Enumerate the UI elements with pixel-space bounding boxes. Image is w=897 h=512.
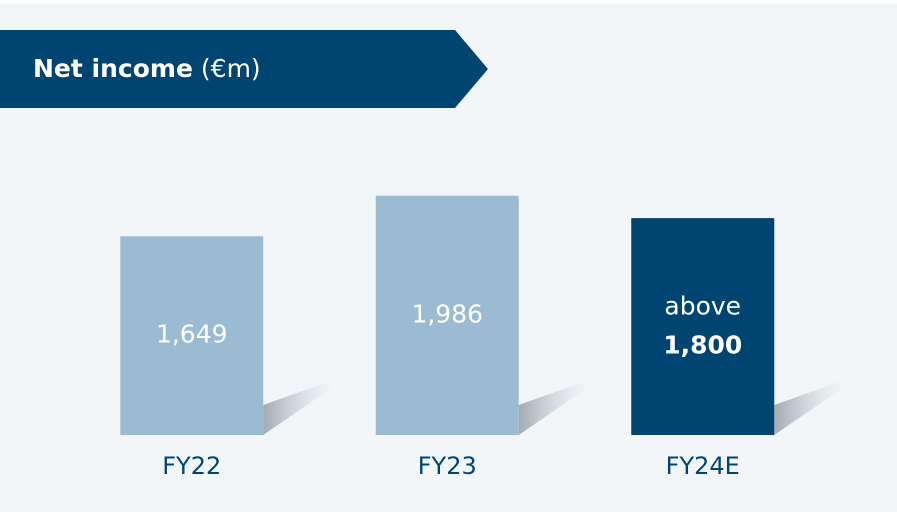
chart-title: Net income [33, 54, 193, 83]
value-label-prefix: above [664, 292, 741, 321]
bar-shadow [518, 380, 589, 435]
x-tick-label: FY23 [418, 452, 477, 480]
bar-shadow [263, 380, 334, 435]
bar-shadow [774, 380, 845, 435]
chart-title-group: Net income (€m) [33, 54, 261, 83]
chart-unit: (€m) [201, 54, 261, 83]
value-label: 1,986 [411, 299, 483, 328]
x-tick-label: FY22 [162, 452, 221, 480]
bar [375, 195, 519, 435]
x-tick-label: FY24E [666, 452, 740, 480]
value-label: 1,800 [663, 331, 742, 360]
bar [120, 236, 264, 435]
bar [631, 218, 775, 435]
value-label: 1,649 [156, 320, 228, 349]
title-banner [0, 30, 488, 108]
